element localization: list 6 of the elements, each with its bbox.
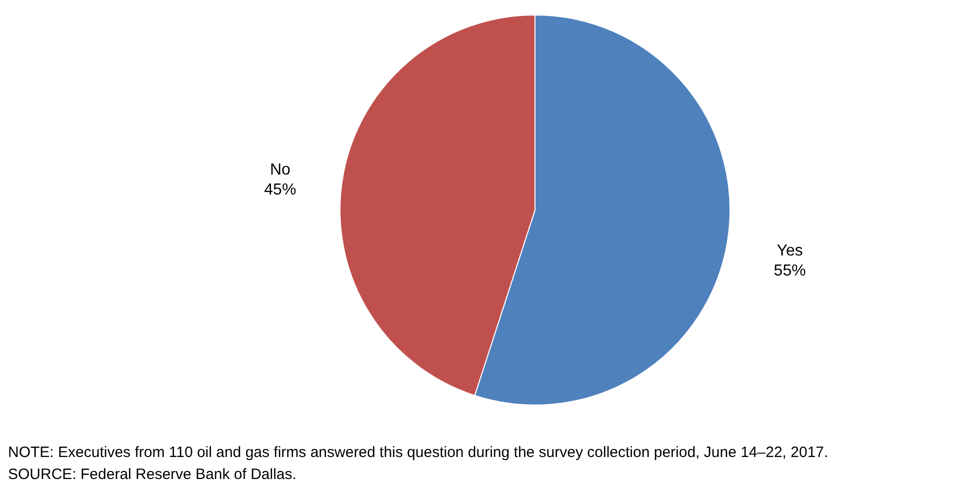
slice-label: No [270,162,291,179]
slice-label: Yes [776,242,803,260]
text: NOTE: Executives from 110 oil and gas firms answered this question during the survey collection period, June 14–22, 2017. [8,444,828,461]
data-label: 55% [774,262,806,280]
source-note: SOURCE: Federal Reserve Bank of Dallas. [8,466,296,483]
data-label: 45% [264,182,296,199]
